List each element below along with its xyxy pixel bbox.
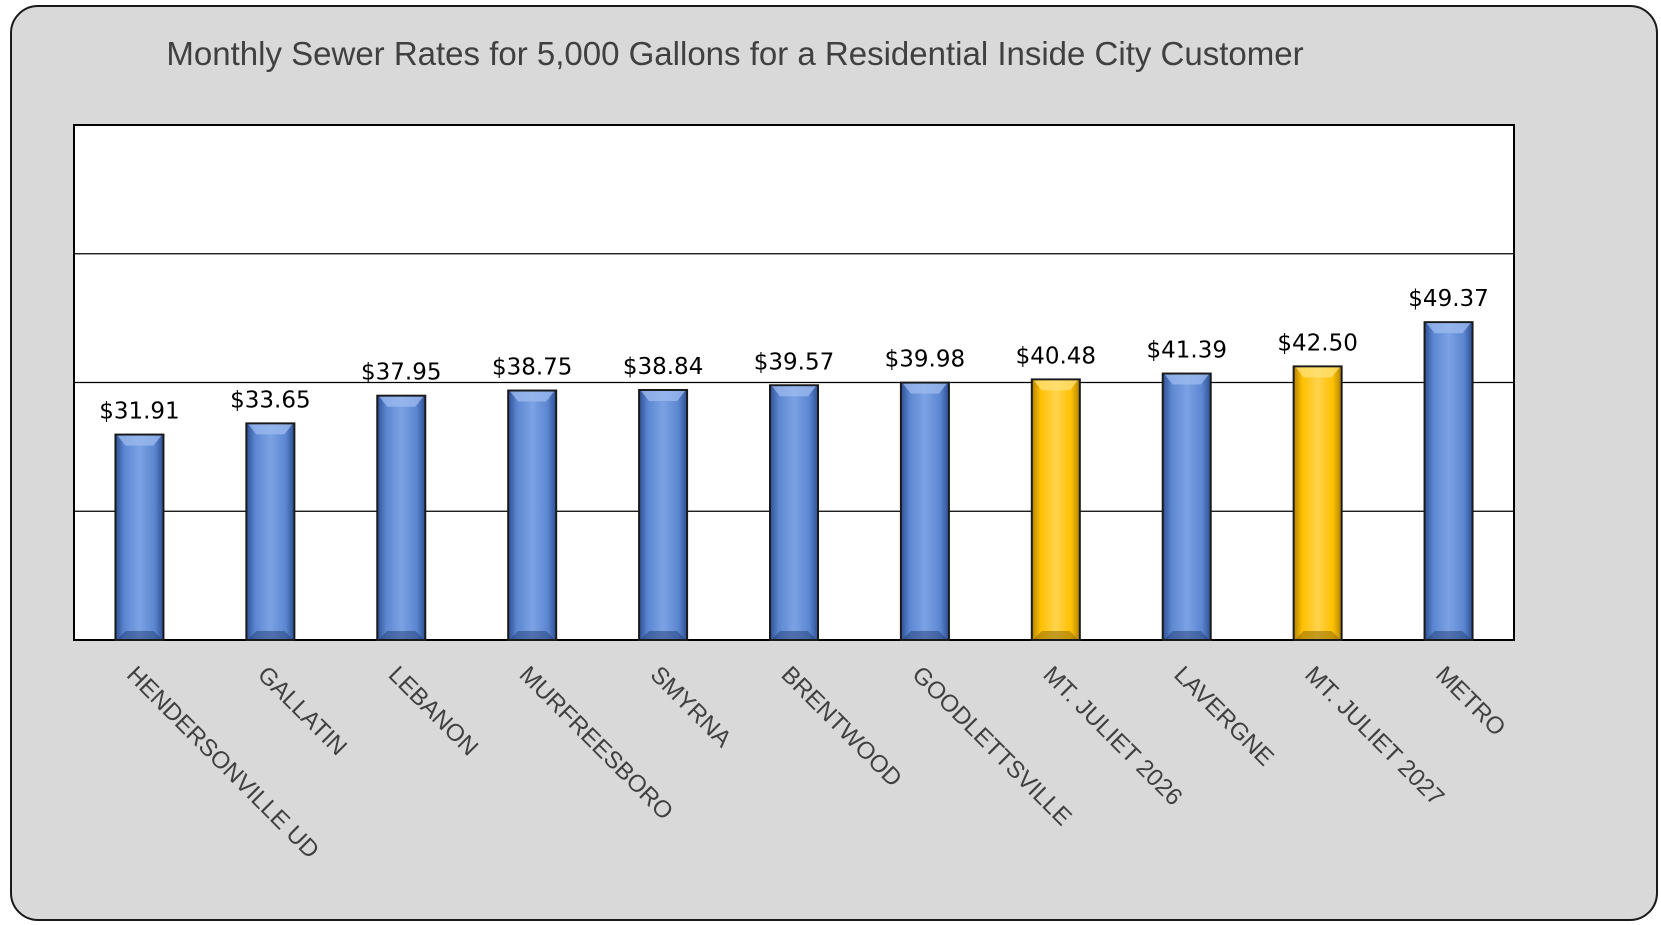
chart-svg: Monthly Sewer Rates for 5,000 Gallons fo…	[73, 35, 1515, 864]
data-label: $39.57	[754, 349, 834, 375]
category-label: MT. JULIET 2026	[1038, 661, 1188, 811]
bar	[1292, 365, 1343, 641]
bar	[1030, 378, 1081, 641]
bar	[507, 389, 558, 641]
bar-bevel	[772, 631, 816, 639]
data-label: $38.84	[623, 354, 703, 380]
bar-bevel	[510, 631, 555, 639]
value-labels: $31.91 $33.65 $37.95 $38.75 $38.84 $39.57 $39.…	[99, 286, 1489, 424]
chart-title: Monthly Sewer Rates for 5,000 Gallons fo…	[166, 35, 1303, 72]
category-label: SMYRNA	[645, 661, 737, 753]
bar-bevel	[772, 386, 816, 397]
bar	[899, 381, 950, 641]
bar-bevel	[1033, 631, 1078, 639]
data-label: $49.37	[1408, 286, 1488, 312]
bar-bevel	[248, 424, 293, 435]
bar-bevel	[641, 631, 686, 639]
data-label: $40.48	[1016, 343, 1096, 369]
data-label: $41.39	[1146, 338, 1226, 364]
bar	[245, 422, 296, 641]
bar	[1161, 372, 1212, 641]
bar-bevel	[902, 631, 947, 639]
bar	[638, 388, 689, 641]
bar-bevel	[117, 435, 162, 446]
data-label: $38.75	[492, 355, 572, 381]
category-label: LEBANON	[383, 661, 483, 761]
data-label: $33.65	[230, 387, 310, 413]
bar-bevel	[902, 383, 947, 394]
bar-bevel	[1295, 631, 1340, 639]
category-label: MT. JULIET 2027	[1299, 661, 1449, 811]
data-label: $37.95	[361, 360, 441, 386]
bar-bevel	[379, 631, 424, 639]
bar	[376, 394, 427, 641]
data-label: $39.98	[885, 347, 965, 373]
bars	[114, 321, 1474, 641]
bar-bevel	[1426, 323, 1471, 334]
bar-bevel	[117, 631, 162, 639]
bar	[114, 433, 165, 641]
bar-bevel	[641, 390, 686, 401]
category-label: METRO	[1430, 661, 1510, 741]
category-label: BRENTWOOD	[776, 661, 907, 792]
data-label: $42.50	[1277, 330, 1357, 356]
bar-bevel	[1164, 631, 1209, 639]
category-label: LAVERGNE	[1168, 661, 1278, 771]
chart-frame: Monthly Sewer Rates for 5,000 Gallons fo…	[10, 5, 1658, 921]
bar-bevel	[1033, 380, 1078, 391]
bar-bevel	[1426, 631, 1471, 639]
bar-bevel	[1295, 367, 1340, 378]
data-label: $31.91	[99, 399, 179, 425]
bar-bevel	[248, 631, 293, 639]
category-label: GALLATIN	[252, 661, 352, 761]
bar-bevel	[379, 396, 424, 407]
bar-bevel	[510, 391, 555, 402]
bar-bevel	[1164, 374, 1209, 385]
bar	[1423, 321, 1474, 641]
bar	[769, 384, 819, 641]
